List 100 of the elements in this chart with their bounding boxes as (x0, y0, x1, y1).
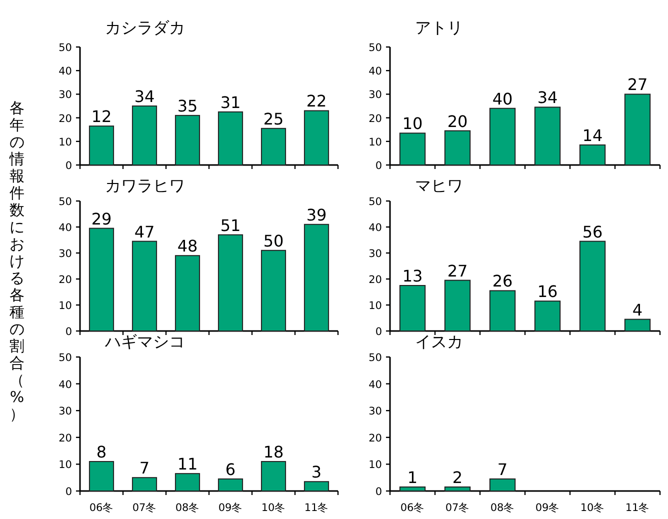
bar (260, 461, 286, 492)
x-tick-label: 10冬 (261, 502, 286, 514)
bar (174, 255, 200, 332)
bar (444, 280, 471, 332)
x-tick-label: 08冬 (175, 502, 200, 514)
annotation: 56 (582, 222, 603, 242)
y-tick-label: 0 (375, 326, 382, 338)
bar (260, 128, 286, 166)
y-tick-label: 30 (58, 406, 72, 418)
annotation: 4 (632, 300, 643, 320)
bar (174, 473, 200, 492)
annotation: 27 (447, 261, 468, 280)
y-tick-label: 10 (368, 459, 382, 472)
y-tick-label: 20 (58, 112, 72, 125)
bar (132, 240, 158, 332)
annotation: 13 (402, 266, 423, 286)
chart-title: アトリ (415, 18, 463, 37)
annotation: 50 (263, 231, 284, 250)
y-tick-label: 50 (368, 352, 382, 364)
annotation: 14 (582, 126, 603, 145)
annotation: 27 (627, 75, 648, 94)
annotation: 26 (492, 272, 513, 291)
x-tick-label: 09冬 (218, 502, 243, 514)
y-tick-label: 50 (58, 196, 72, 208)
y-tick-label: 20 (58, 432, 72, 444)
bar (88, 126, 114, 166)
y-tick-label: 30 (58, 248, 72, 260)
chart-title: カシラダカ (105, 18, 185, 37)
y-tick-label: 0 (65, 326, 72, 338)
y-tick-label: 50 (58, 42, 72, 54)
y-tick-label: 0 (375, 486, 382, 498)
bar (218, 111, 244, 166)
bar (88, 228, 114, 332)
bar (534, 106, 561, 166)
bar (489, 290, 516, 332)
annotation: 34 (537, 88, 558, 108)
y-tick-label: 50 (368, 196, 382, 208)
x-tick-label: 06冬 (400, 502, 425, 514)
y-tick-label: 20 (58, 274, 72, 286)
x-tick-label: 10冬 (580, 502, 605, 514)
y-tick-label: 10 (58, 459, 72, 472)
bar (624, 318, 651, 332)
bar (218, 478, 244, 492)
y-tick-label: 10 (58, 300, 72, 312)
x-tick-label: 06冬 (89, 502, 114, 514)
annotation: 48 (177, 236, 198, 256)
annotation: 22 (306, 92, 327, 111)
annotation: 16 (537, 282, 558, 302)
y-tick-label: 0 (65, 160, 72, 172)
bar (260, 250, 286, 332)
annotation: 25 (263, 109, 284, 128)
annotation: 11 (177, 454, 198, 474)
bar (174, 114, 200, 166)
bar (399, 285, 426, 332)
annotation: 35 (177, 96, 198, 116)
chart-title: ハギマシコ (104, 332, 185, 351)
y-tick-label: 40 (368, 66, 382, 78)
y-tick-label: 50 (368, 42, 382, 54)
y-tick-label: 30 (368, 248, 382, 260)
y-tick-label: 40 (368, 222, 382, 234)
bar (489, 108, 516, 166)
bar (132, 477, 158, 492)
annotation: 47 (134, 222, 155, 242)
text: 各年の情報件数における各種の割合（%） (10, 99, 24, 423)
y-tick-label: 10 (368, 136, 382, 148)
x-tick-label: 07冬 (132, 502, 157, 514)
y-tick-label: 10 (368, 300, 382, 312)
bar (218, 234, 244, 332)
y-tick-label: 40 (58, 378, 72, 391)
annotation: 3 (311, 462, 322, 482)
bar (444, 130, 471, 166)
annotation: 2 (452, 468, 463, 487)
bar (88, 461, 114, 492)
chart-title: カワラヒワ (105, 176, 185, 195)
annotation: 18 (263, 442, 284, 462)
annotation: 34 (134, 87, 155, 106)
bar (624, 94, 651, 166)
annotation: 8 (96, 442, 107, 462)
annotation: 20 (447, 112, 468, 131)
chart-title: マヒワ (415, 176, 463, 195)
annotation: 39 (306, 205, 327, 224)
chart-title: イスカ (415, 332, 463, 351)
bar (304, 481, 330, 492)
x-tick-label: 07冬 (445, 502, 470, 514)
annotation: 7 (497, 460, 508, 479)
y-tick-label: 40 (58, 222, 72, 234)
bar (304, 224, 330, 332)
bar (304, 110, 330, 166)
y-tick-label: 30 (58, 89, 72, 102)
y-tick-label: 10 (58, 136, 72, 148)
bar (534, 300, 561, 332)
y-tick-label: 0 (375, 160, 382, 172)
x-tick-label: 11冬 (304, 502, 329, 514)
x-tick-label: 08冬 (490, 502, 515, 514)
y-tick-label: 40 (58, 66, 72, 78)
x-tick-label: 09冬 (535, 502, 560, 514)
y-tick-label: 50 (58, 352, 72, 364)
annotation: 51 (220, 216, 241, 235)
annotation: 31 (220, 92, 241, 112)
x-tick-label: 11冬 (625, 502, 650, 514)
